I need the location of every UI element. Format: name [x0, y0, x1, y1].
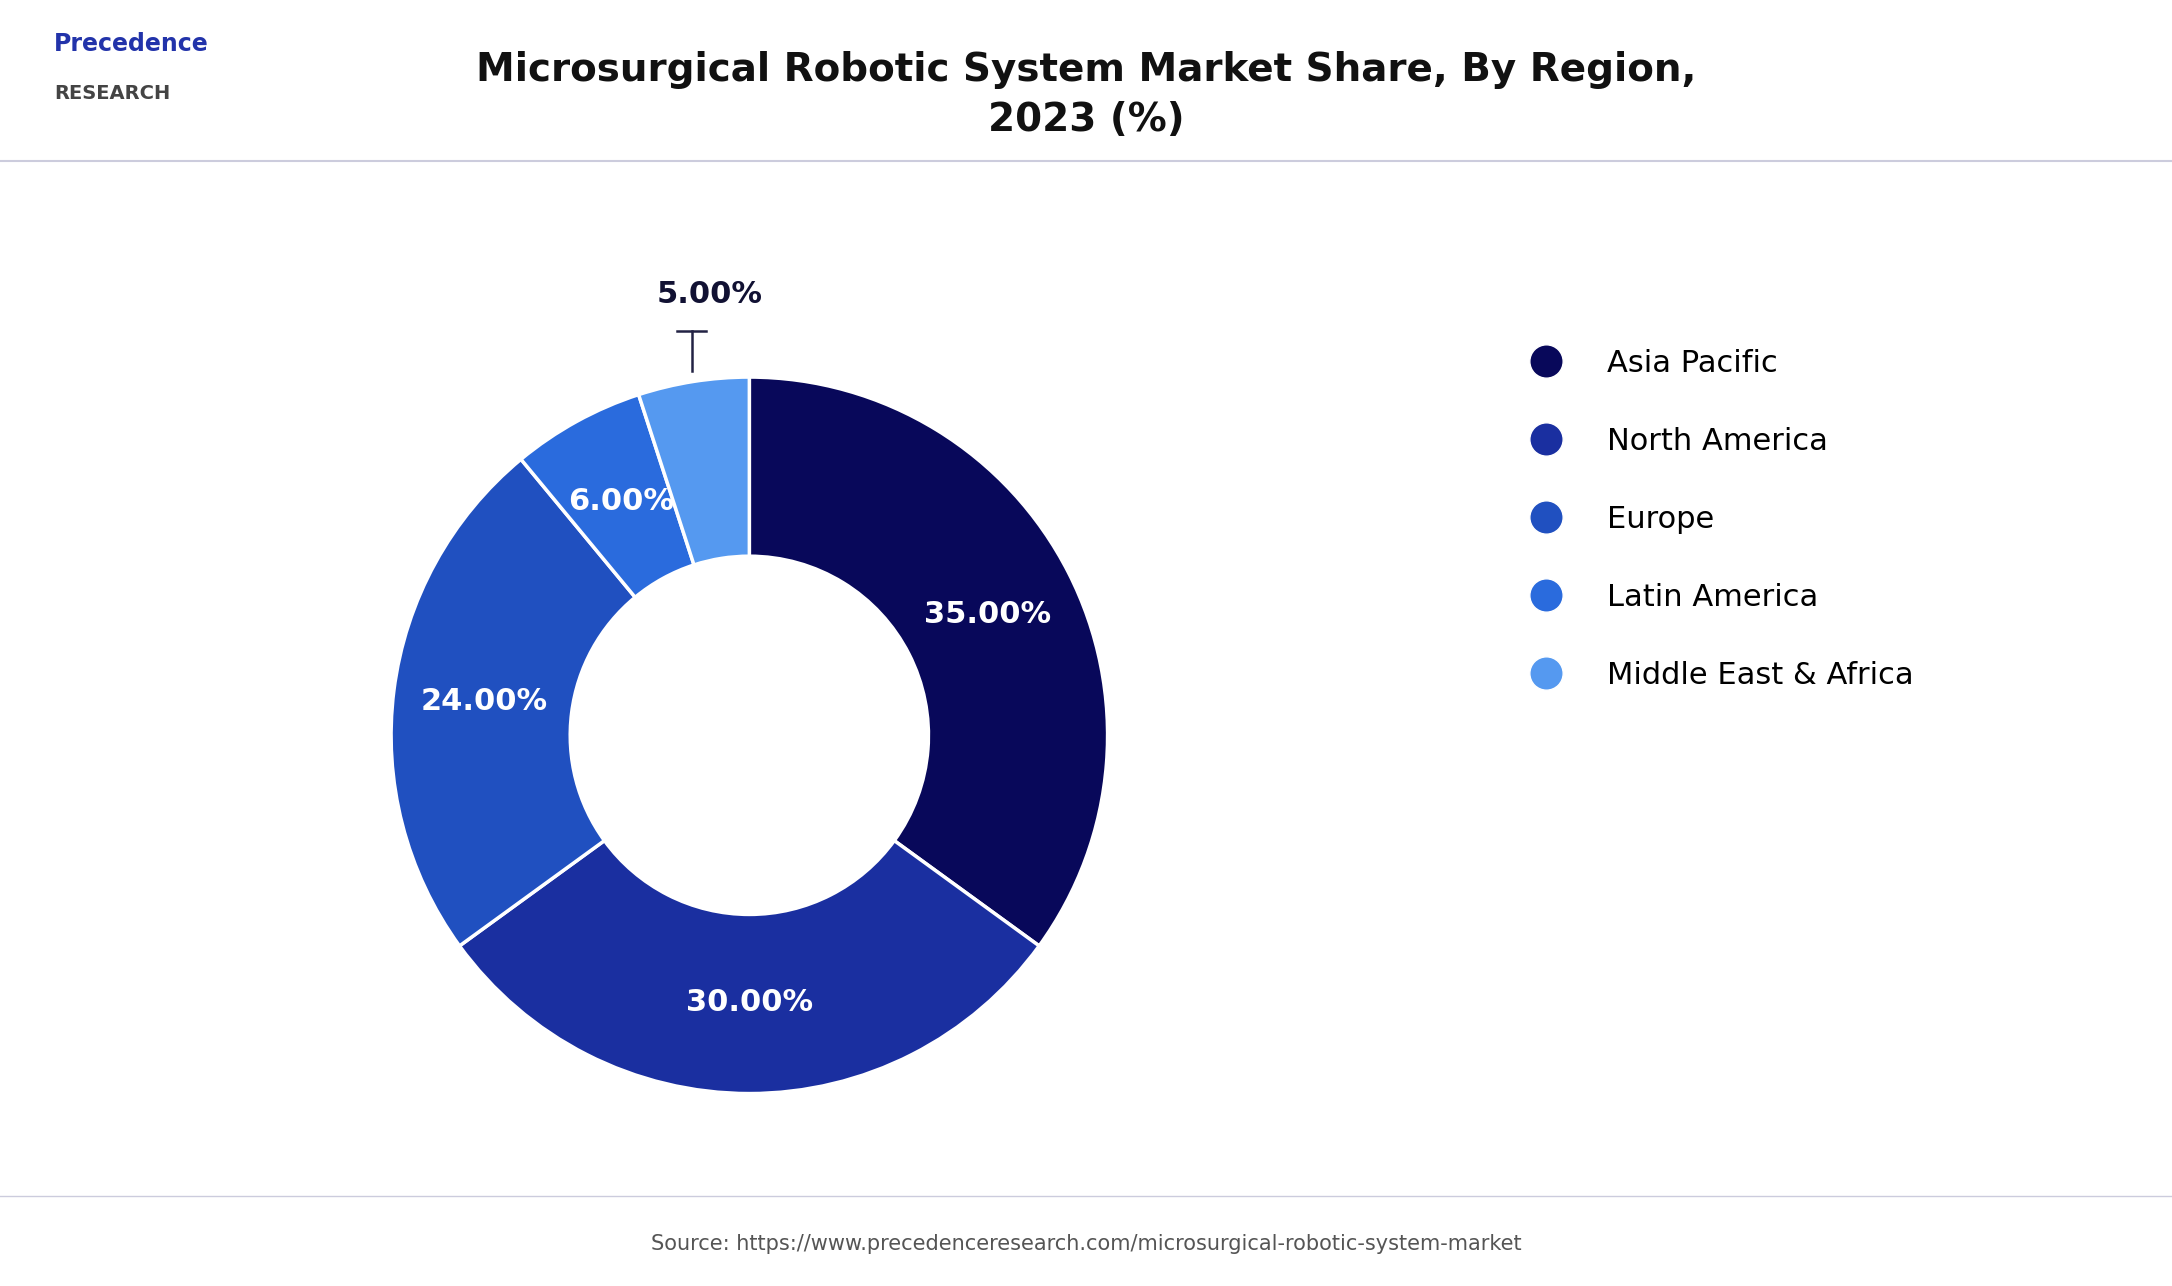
Text: 6.00%: 6.00% — [567, 487, 673, 516]
Text: Source: https://www.precedenceresearch.com/microsurgical-robotic-system-market: Source: https://www.precedenceresearch.c… — [652, 1233, 1520, 1254]
Text: Precedence: Precedence — [54, 32, 209, 57]
Wedge shape — [639, 377, 749, 565]
Wedge shape — [749, 377, 1108, 946]
Text: Microsurgical Robotic System Market Share, By Region,
2023 (%): Microsurgical Robotic System Market Shar… — [476, 51, 1696, 139]
Legend: Asia Pacific, North America, Europe, Latin America, Middle East & Africa: Asia Pacific, North America, Europe, Lat… — [1503, 337, 1927, 702]
Text: 35.00%: 35.00% — [923, 599, 1051, 629]
Wedge shape — [521, 395, 695, 597]
Text: 24.00%: 24.00% — [421, 687, 547, 716]
Text: 5.00%: 5.00% — [656, 280, 762, 309]
Text: RESEARCH: RESEARCH — [54, 84, 172, 103]
Wedge shape — [391, 459, 634, 946]
Text: 30.00%: 30.00% — [686, 988, 812, 1017]
Wedge shape — [460, 841, 1038, 1093]
